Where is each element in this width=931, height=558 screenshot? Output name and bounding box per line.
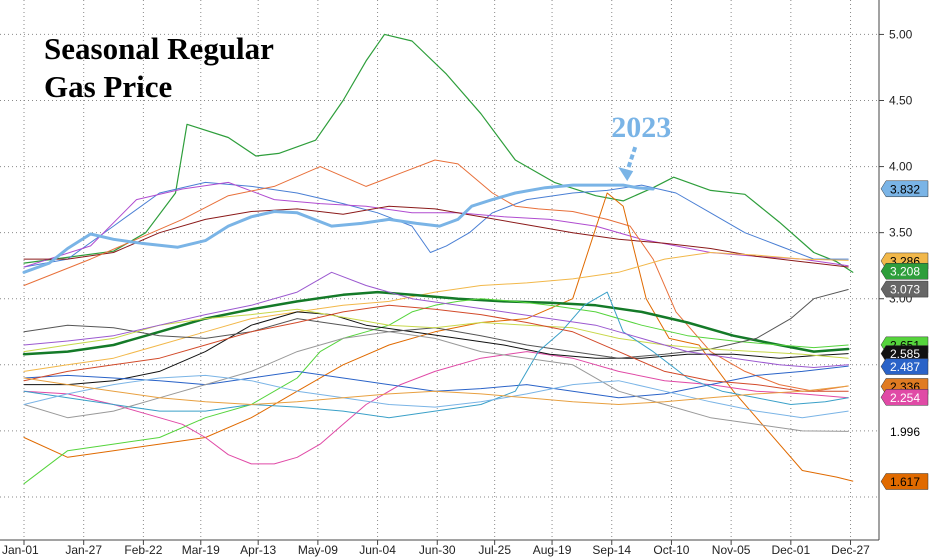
x-tick-label: Jan-27 (65, 543, 102, 557)
series-end-labels: 3.8323.2863.2083.0732.6512.5852.4872.336… (880, 180, 929, 490)
end-label-text: 2.487 (890, 360, 920, 374)
series-line-15 (23, 291, 849, 419)
y-tick-label: 3.50 (889, 226, 913, 240)
end-label-text: 1.996 (890, 425, 920, 439)
end-label-box (880, 262, 929, 280)
annotation-arrow-shaft (625, 146, 638, 172)
end-label-box (880, 389, 929, 406)
end-label-text: 3.832 (890, 182, 920, 196)
end-label-text: 2.254 (890, 391, 920, 405)
series-line-5 (23, 159, 849, 392)
x-tick-label: Feb-22 (124, 543, 162, 557)
x-tick-label: Apr-13 (240, 543, 276, 557)
chart-series-group (22, 33, 854, 485)
series-line-1 (22, 183, 655, 274)
x-tick-label: Dec-01 (771, 543, 810, 557)
x-tick-label: Sep-14 (592, 543, 631, 557)
series-line-18 (23, 304, 849, 392)
end-label-box (880, 473, 929, 490)
end-label-box (880, 280, 929, 298)
x-tick-label: Jul-25 (478, 543, 511, 557)
x-tick-label: Dec-27 (831, 543, 870, 557)
series-line-8 (22, 290, 850, 356)
series-line-17 (23, 374, 849, 419)
x-tick-label: Aug-19 (533, 543, 572, 557)
x-tick-label: Nov-05 (712, 543, 751, 557)
end-label-box (880, 180, 929, 198)
series-line-6 (23, 192, 854, 482)
year-2023-annotation: 2023 (611, 111, 671, 182)
series-line-20 (23, 271, 849, 368)
annotation-text: 2023 (611, 111, 671, 144)
series-line-9 (23, 351, 849, 465)
series-line-4 (23, 205, 849, 268)
x-tick-label: Mar-19 (182, 543, 220, 557)
end-label-text: 2.585 (890, 347, 920, 361)
y-tick-label: 4.00 (889, 160, 913, 174)
end-label-text: 3.208 (890, 265, 920, 279)
series-line-0 (23, 33, 854, 273)
x-tick-label: Jan-01 (2, 543, 39, 557)
chart-title-line-1: Seasonal Regular (44, 31, 274, 66)
series-line-11 (23, 311, 849, 386)
end-label-text: 3.073 (890, 283, 920, 297)
x-tick-label: Jun-04 (359, 543, 396, 557)
y-tick-label: 5.00 (889, 27, 913, 41)
annotation-arrow-head (618, 167, 634, 182)
y-tick-label: 4.50 (889, 94, 913, 108)
end-label-box (880, 358, 929, 375)
x-tick-label: Oct-10 (653, 543, 689, 557)
x-tick-label: Jun-30 (419, 543, 456, 557)
chart-title-line-2: Gas Price (44, 69, 173, 104)
series-line-7 (23, 252, 849, 372)
end-label-text: 1.617 (890, 475, 920, 489)
chart-title: Seasonal Regular Gas Price (44, 30, 344, 106)
x-tick-label: May-09 (298, 543, 338, 557)
end-label-box (881, 423, 928, 440)
x-axis-ticks: Jan-01 Jan-27 Feb-22 Mar-19 Apr-13 May-09 Jun-… (2, 540, 870, 557)
series-line-19 (23, 377, 849, 405)
series-line-12 (23, 289, 849, 359)
series-line-2 (23, 181, 849, 268)
